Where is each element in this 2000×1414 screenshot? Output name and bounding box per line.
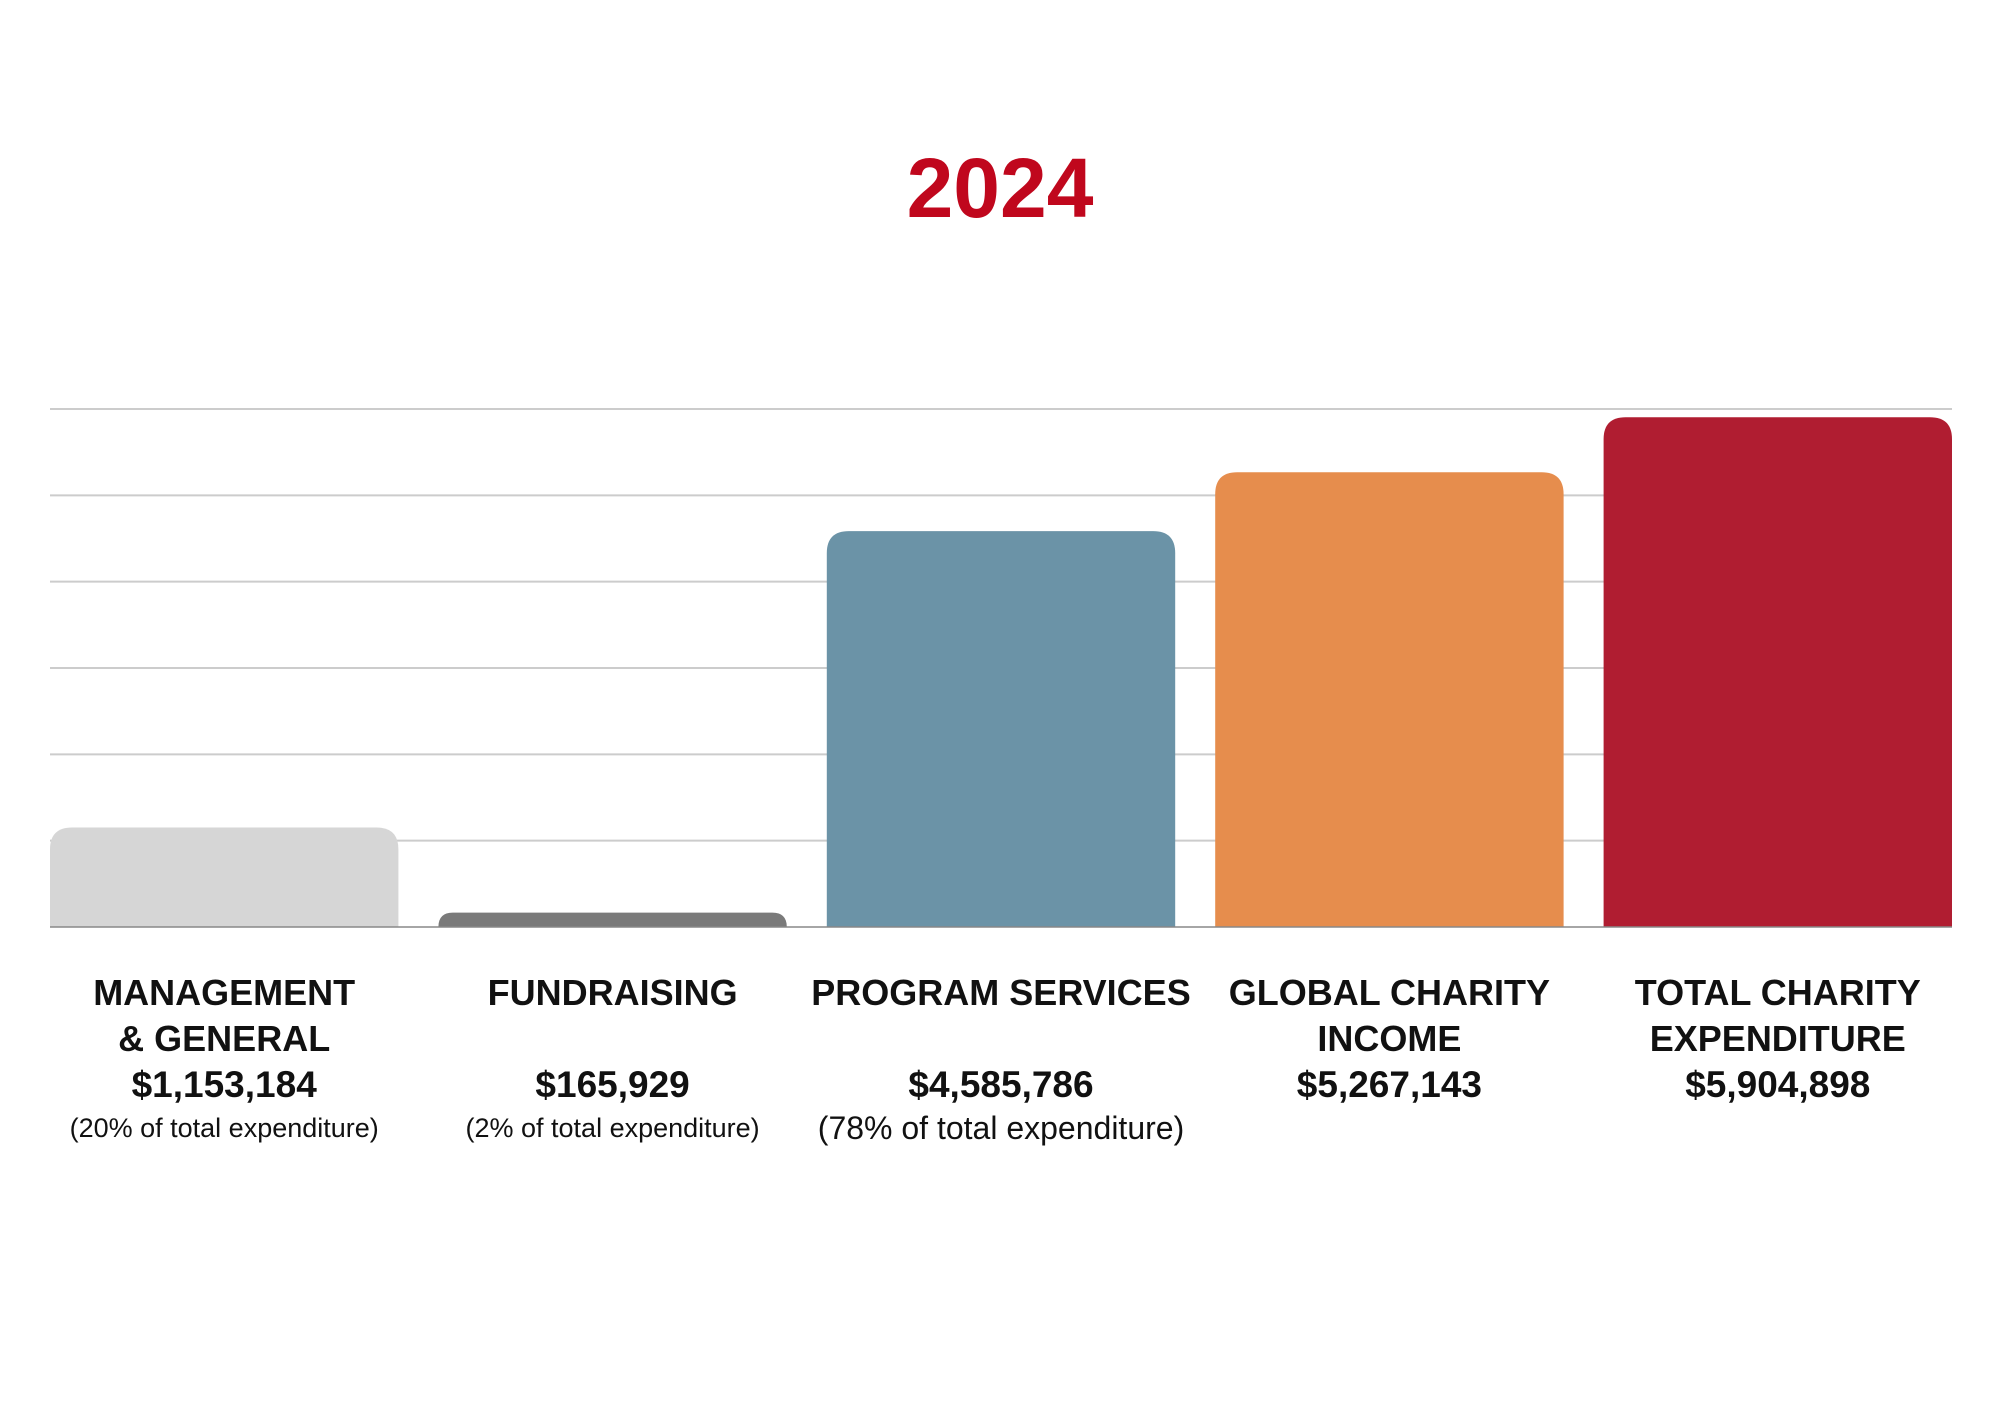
category-name: FUNDRAISING bbox=[487, 972, 738, 1013]
category-name: INCOME bbox=[1317, 1018, 1462, 1059]
bar-total-charity-expenditure bbox=[1603, 417, 1952, 927]
value-label: $4,585,786 bbox=[908, 1064, 1094, 1105]
category-name: & GENERAL bbox=[118, 1018, 331, 1059]
category-label: MANAGEMENT & GENERAL $1,153,184 (20% of tot… bbox=[24, 970, 424, 1148]
bar-program-services bbox=[826, 531, 1176, 927]
category-label: PROGRAM SERVICES $4,585,786 (78% of total … bbox=[801, 970, 1201, 1148]
bar-fundraising bbox=[438, 912, 787, 927]
category-label: TOTAL CHARITY EXPENDITURE $5,904,898 bbox=[1578, 970, 1978, 1108]
category-name: TOTAL CHARITY bbox=[1634, 972, 1921, 1013]
bar-management-general bbox=[50, 827, 399, 927]
category-name: GLOBAL CHARITY bbox=[1228, 972, 1551, 1013]
chart-title: 2024 bbox=[906, 141, 1094, 235]
percentage-label: (2% of total expenditure) bbox=[465, 1113, 760, 1143]
value-label: $5,267,143 bbox=[1296, 1064, 1482, 1105]
bars bbox=[50, 417, 1952, 927]
category-label: FUNDRAISING $165,929 (2% of total expendit… bbox=[413, 970, 813, 1148]
category-label: GLOBAL CHARITY INCOME $5,267,143 bbox=[1189, 970, 1589, 1108]
percentage-label: (20% of total expenditure) bbox=[69, 1113, 379, 1143]
value-label: $165,929 bbox=[535, 1064, 690, 1105]
category-name: PROGRAM SERVICES bbox=[811, 972, 1191, 1013]
value-label: $5,904,898 bbox=[1685, 1064, 1871, 1105]
bar-global-charity-income bbox=[1215, 472, 1564, 927]
category-name: EXPENDITURE bbox=[1649, 1018, 1906, 1059]
category-name: MANAGEMENT bbox=[93, 972, 356, 1013]
value-label: $1,153,184 bbox=[131, 1064, 317, 1105]
percentage-label: (78% of total expenditure) bbox=[817, 1110, 1185, 1146]
